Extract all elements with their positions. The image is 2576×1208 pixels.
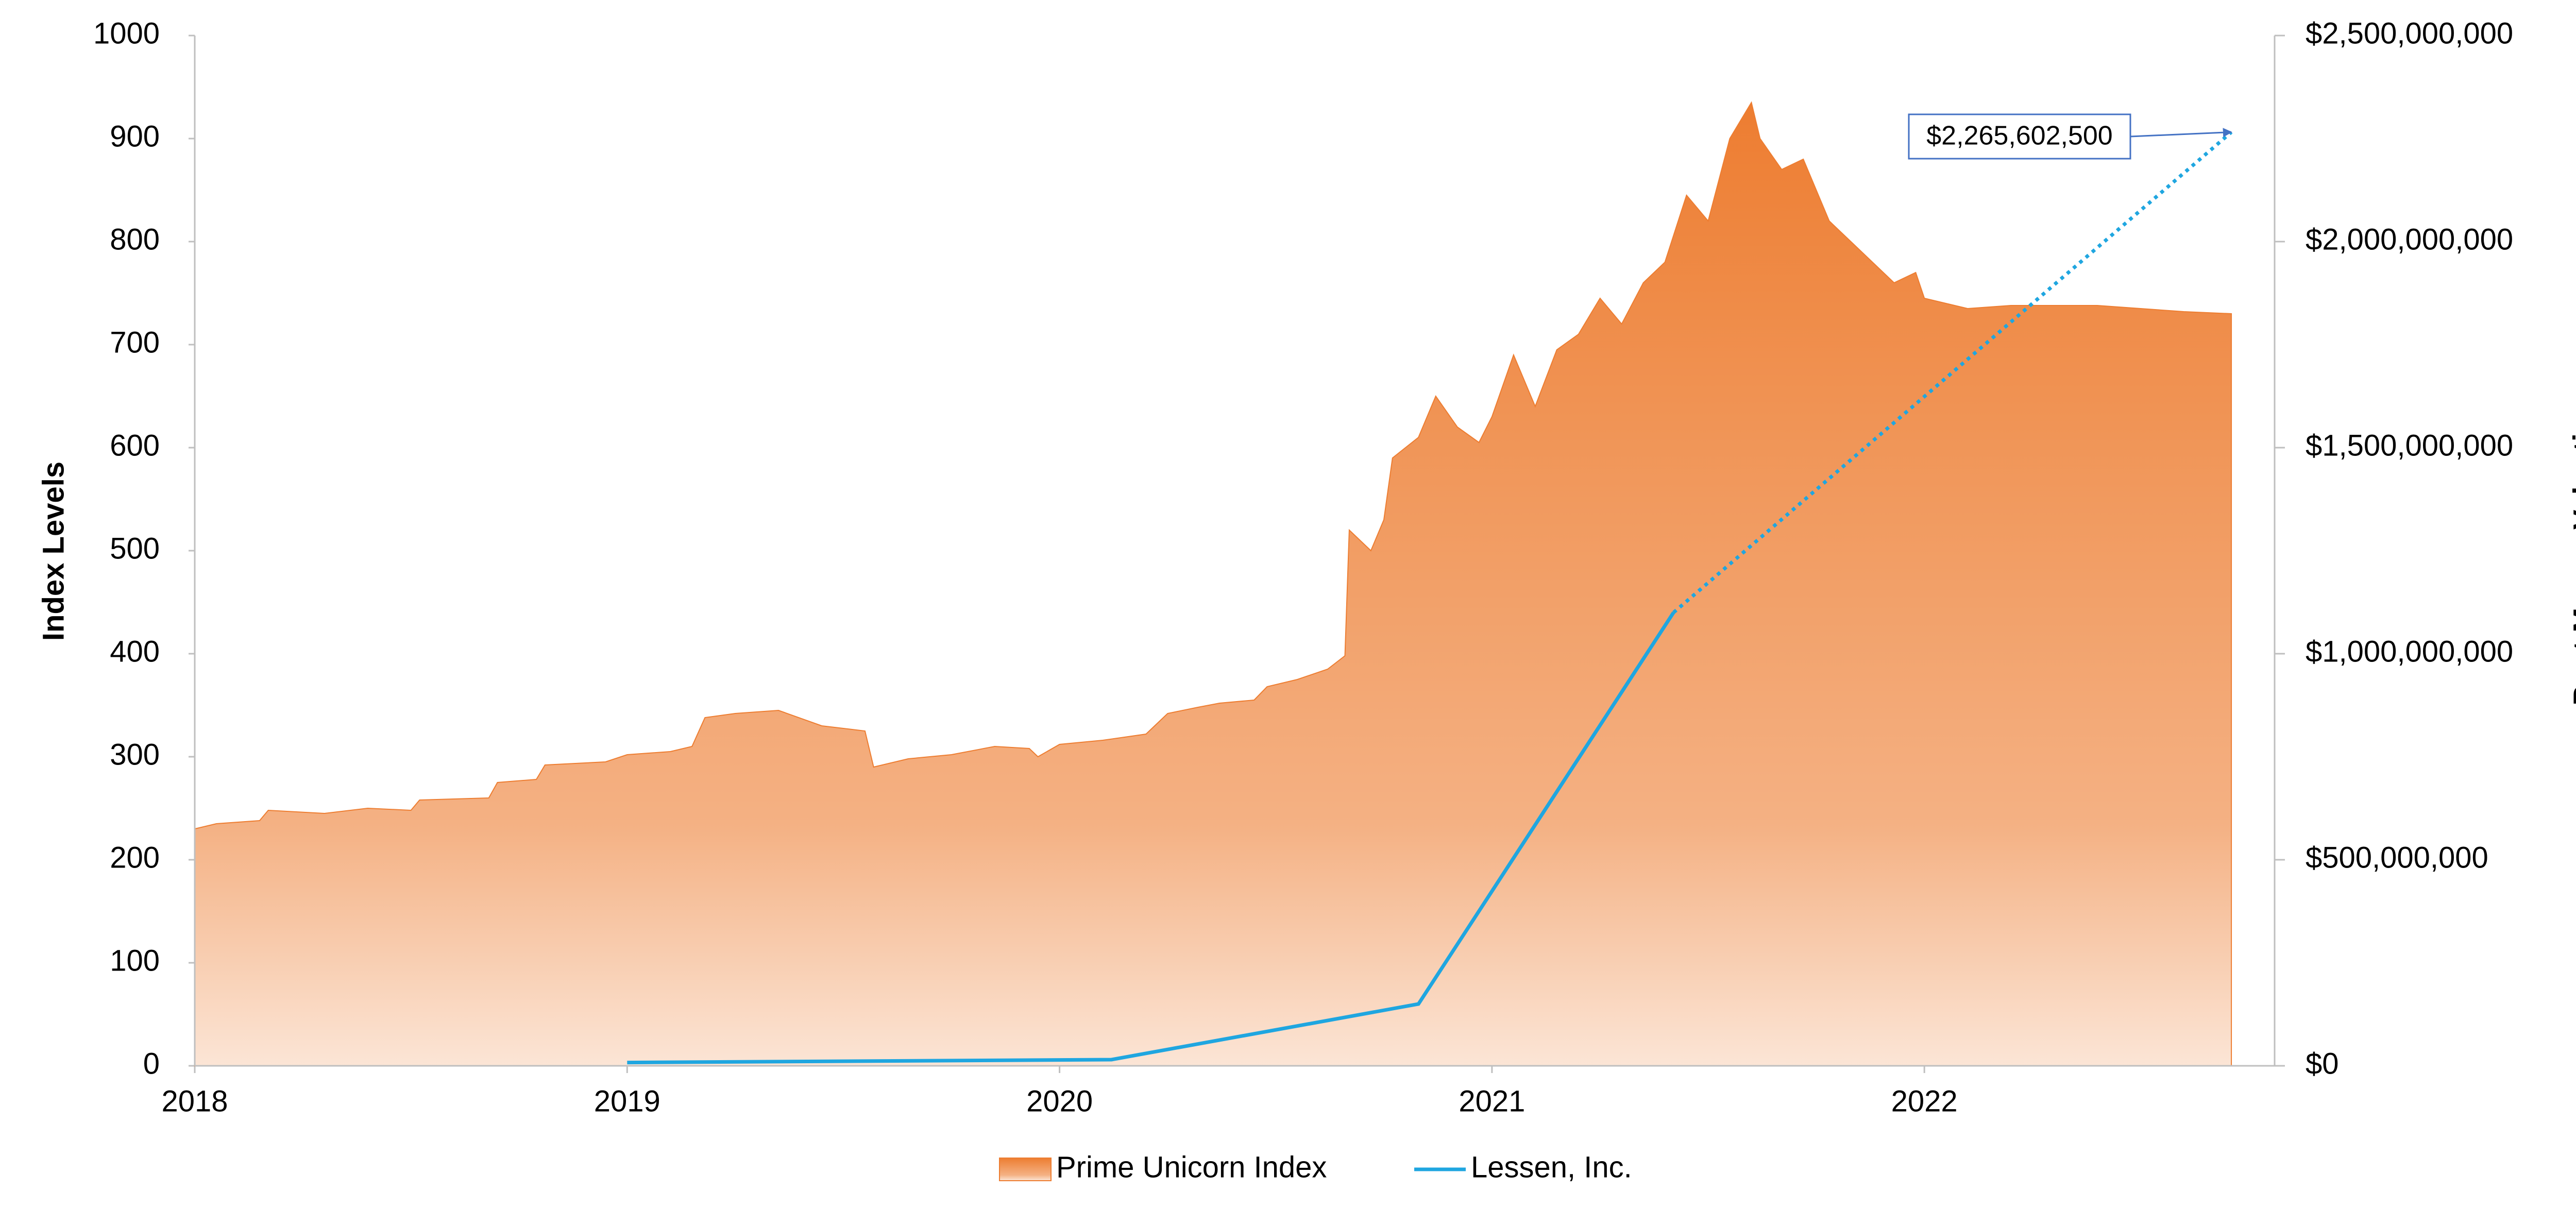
valuation-line bbox=[627, 611, 1675, 1065]
y2-tick-label: $500,000,000 bbox=[2306, 841, 2488, 874]
index-area bbox=[194, 101, 2232, 1066]
x-tick-label: 2021 bbox=[1459, 1084, 1525, 1118]
y-tick-label: 900 bbox=[110, 120, 160, 153]
y2-tick-label: $0 bbox=[2306, 1047, 2339, 1080]
y-tick-label: 500 bbox=[110, 532, 160, 565]
annotation-arrow bbox=[2130, 128, 2232, 138]
x-tick-label: 2022 bbox=[1891, 1084, 1958, 1118]
y2-tick-label: $2,500,000,000 bbox=[2306, 16, 2513, 50]
y-tick-label: 600 bbox=[110, 429, 160, 462]
legend-label: Lessen, Inc. bbox=[1471, 1150, 1632, 1184]
annotation-box bbox=[1908, 113, 2131, 160]
y2-tick-label: $2,000,000,000 bbox=[2306, 223, 2513, 256]
annotation-text: $2,265,602,500 bbox=[1926, 121, 2112, 151]
y-tick-label: 200 bbox=[110, 841, 160, 874]
x-tick-label: 2018 bbox=[161, 1084, 228, 1118]
y-tick-label: 0 bbox=[143, 1047, 160, 1080]
valuation-projection bbox=[1672, 130, 2233, 614]
x-tick-label: 2019 bbox=[594, 1084, 660, 1118]
y2-axis-title: Post Money Valuation bbox=[2567, 397, 2576, 705]
y-tick-label: 1000 bbox=[93, 16, 160, 50]
y-tick-label: 400 bbox=[110, 635, 160, 668]
legend-label: Prime Unicorn Index bbox=[1056, 1150, 1327, 1184]
y-tick-label: 800 bbox=[110, 223, 160, 256]
legend-swatch bbox=[999, 1158, 1052, 1181]
x-tick-label: 2020 bbox=[1026, 1084, 1093, 1118]
y-tick-label: 100 bbox=[110, 944, 160, 977]
y2-tick-label: $1,500,000,000 bbox=[2306, 429, 2513, 462]
y-tick-label: 700 bbox=[110, 326, 160, 359]
y-tick-label: 300 bbox=[110, 738, 160, 771]
y2-tick-label: $1,000,000,000 bbox=[2306, 635, 2513, 668]
y-axis-title: Index Levels bbox=[37, 462, 70, 641]
